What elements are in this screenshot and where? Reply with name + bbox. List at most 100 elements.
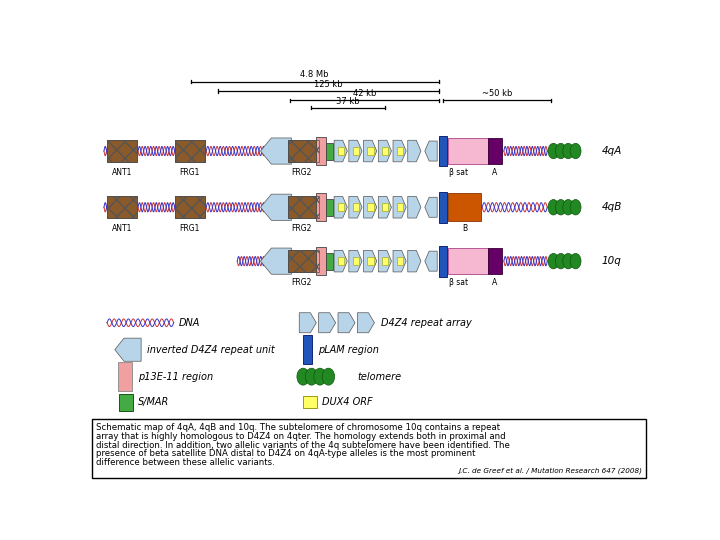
Bar (287, 197, 319, 218)
Bar (338, 147, 344, 155)
Text: 37 kb: 37 kb (336, 97, 359, 106)
Bar (287, 251, 319, 272)
Bar (107, 197, 137, 218)
Polygon shape (378, 140, 392, 162)
Text: 125 kb: 125 kb (314, 80, 343, 89)
Bar (353, 204, 359, 211)
Bar (107, 197, 137, 218)
Bar (448, 138, 488, 164)
Polygon shape (261, 194, 292, 220)
Bar (488, 138, 503, 164)
Ellipse shape (563, 143, 574, 159)
Polygon shape (300, 313, 316, 333)
Ellipse shape (563, 200, 574, 215)
Text: DUX4 ORF: DUX4 ORF (323, 397, 373, 407)
Ellipse shape (563, 253, 574, 269)
Bar (367, 204, 374, 211)
Bar (316, 247, 326, 275)
Bar (175, 140, 204, 162)
Text: B: B (462, 224, 468, 233)
Ellipse shape (555, 253, 566, 269)
Bar (287, 140, 319, 162)
Bar (91, 419, 647, 477)
Bar (448, 193, 481, 221)
Text: Schematic map of 4qA, 4qB and 10q. The subtelomere of chromosome 10q contains a : Schematic map of 4qA, 4qB and 10q. The s… (96, 423, 500, 432)
Polygon shape (393, 140, 406, 162)
Text: array that is highly homologous to D4Z4 on 4qter. The homology extends both in p: array that is highly homologous to D4Z4 … (96, 431, 506, 441)
Bar (438, 136, 446, 166)
Bar (353, 147, 359, 155)
Ellipse shape (305, 368, 318, 385)
Polygon shape (408, 197, 421, 218)
Text: β sat: β sat (449, 278, 468, 287)
Bar (107, 140, 137, 162)
Text: p13E-11 region: p13E-11 region (138, 372, 213, 382)
Bar (120, 394, 133, 410)
Text: A: A (492, 278, 498, 287)
Polygon shape (261, 138, 292, 164)
Bar (382, 204, 388, 211)
Bar (316, 193, 326, 221)
Text: 10q: 10q (601, 256, 621, 266)
Text: FRG2: FRG2 (292, 278, 312, 287)
Ellipse shape (548, 200, 559, 215)
Polygon shape (408, 251, 421, 272)
Bar (488, 248, 503, 274)
Text: ~50 kb: ~50 kb (482, 89, 512, 98)
Bar (326, 143, 333, 159)
Text: A: A (492, 168, 498, 177)
Ellipse shape (548, 143, 559, 159)
Bar (326, 199, 333, 215)
Bar (367, 147, 374, 155)
Text: S/MAR: S/MAR (138, 397, 169, 407)
Bar (448, 248, 488, 274)
Bar (397, 257, 403, 265)
Text: DNA: DNA (179, 318, 200, 328)
Polygon shape (425, 141, 437, 161)
Text: ANT1: ANT1 (112, 224, 132, 233)
Polygon shape (334, 251, 347, 272)
Ellipse shape (570, 143, 581, 159)
Polygon shape (338, 313, 355, 333)
Bar (287, 251, 319, 272)
Polygon shape (349, 140, 362, 162)
Text: β sat: β sat (449, 168, 468, 177)
Bar (326, 253, 333, 269)
Ellipse shape (297, 368, 310, 385)
Bar (397, 204, 403, 211)
Ellipse shape (570, 253, 581, 269)
Text: 4.8 Mb: 4.8 Mb (300, 70, 329, 79)
Text: 4qA: 4qA (601, 146, 622, 156)
Text: telomere: telomere (357, 372, 402, 382)
Polygon shape (364, 140, 377, 162)
Bar (438, 192, 446, 222)
Text: J.C. de Greef et al. / Mutation Research 647 (2008): J.C. de Greef et al. / Mutation Research… (458, 468, 642, 475)
Text: difference between these allelic variants.: difference between these allelic variant… (96, 458, 275, 467)
Bar (353, 257, 359, 265)
Ellipse shape (314, 368, 326, 385)
Polygon shape (378, 251, 392, 272)
Text: 4qB: 4qB (601, 202, 622, 212)
Bar (382, 147, 388, 155)
Bar (382, 257, 388, 265)
Text: pLAM region: pLAM region (318, 345, 379, 355)
Bar (367, 257, 374, 265)
Polygon shape (261, 248, 292, 274)
Bar (287, 140, 319, 162)
Polygon shape (364, 251, 377, 272)
Text: FRG1: FRG1 (179, 168, 199, 177)
Ellipse shape (570, 200, 581, 215)
Polygon shape (334, 140, 347, 162)
Polygon shape (349, 251, 362, 272)
Text: FRG1: FRG1 (179, 224, 199, 233)
Text: distal direction. In addition, two allelic variants of the 4q subtelomere have b: distal direction. In addition, two allel… (96, 441, 510, 450)
Text: inverted D4Z4 repeat unit: inverted D4Z4 repeat unit (148, 345, 275, 355)
Polygon shape (408, 140, 421, 162)
Bar (175, 197, 204, 218)
Polygon shape (425, 197, 437, 217)
Polygon shape (357, 313, 374, 333)
Polygon shape (364, 197, 377, 218)
Bar (175, 197, 204, 218)
Polygon shape (425, 251, 437, 271)
Text: presence of beta satellite DNA distal to D4Z4 on 4qA-type alleles is the most pr: presence of beta satellite DNA distal to… (96, 449, 476, 458)
